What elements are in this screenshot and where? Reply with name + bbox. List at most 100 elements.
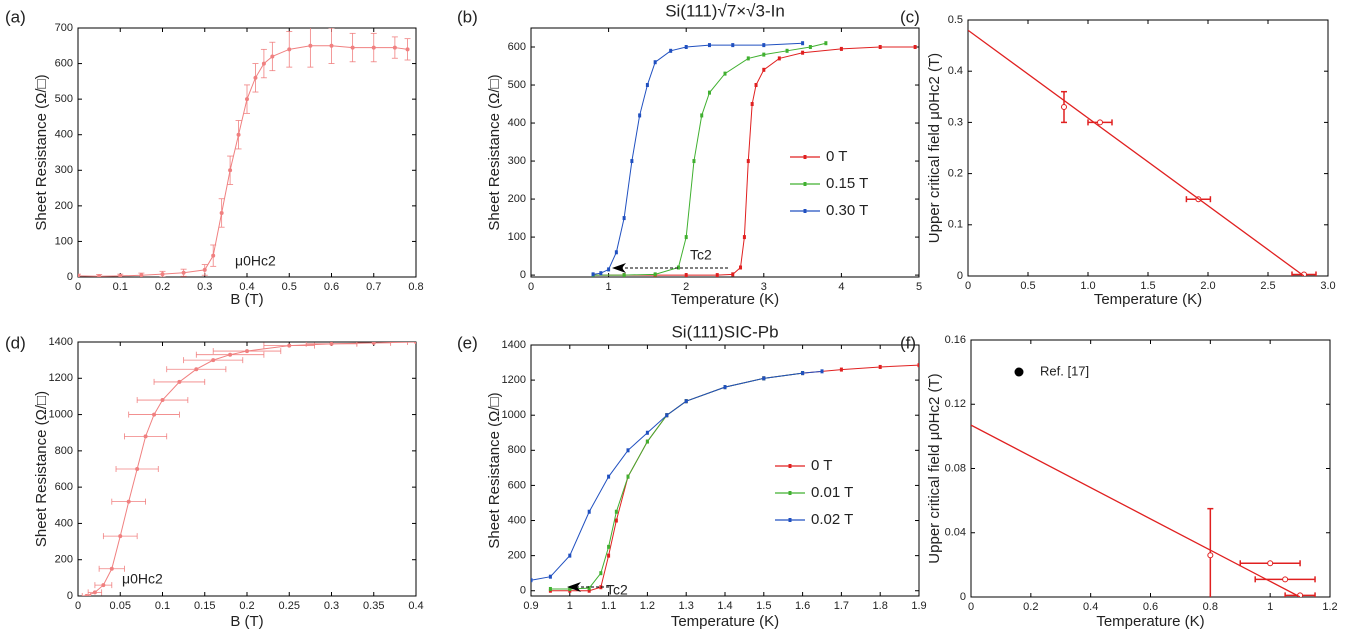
y-tick-label: 0 [957,270,963,282]
panel: (e) Si(111)SIC-Pb Temperature (K) Sheet Res… [457,322,927,629]
marker [78,273,80,277]
plot-frame [530,344,920,597]
legend-label: Ref. [17] [1040,363,1089,378]
x-tick-label: 1.3 [679,600,694,612]
marker [587,588,591,593]
marker [707,90,711,95]
y-tick-label: 0.16 [945,334,966,346]
y-tick-label: 0 [67,590,73,602]
x-tick-label: 0.2 [239,600,254,612]
legend-label: 0 T [826,148,847,165]
marker [139,273,144,277]
marker [739,265,743,270]
marker [531,578,533,583]
marker [801,50,805,55]
x-tick-label: 1.9 [911,600,926,612]
marker [731,43,735,48]
marker [839,46,843,51]
marker [599,585,603,590]
y-tick-label: 100 [55,235,73,247]
x-axis-label: Temperature (K) [671,613,779,630]
marker [801,41,805,46]
panel-label: (f) [900,333,916,352]
x-tick-label: 1.1 [601,600,616,612]
marker [653,60,657,65]
y-tick-label: 600 [508,41,526,53]
x-tick-label: 0.4 [1083,601,1098,613]
x-tick-label: 5 [916,281,922,293]
panel: (f) Temperature (K) Upper critical field μ… [900,333,1338,629]
annotation: μ0Hc2 [235,253,276,269]
marker [731,272,735,277]
marker [653,272,657,277]
y-tick-label: 600 [508,479,526,491]
series-line [593,42,826,276]
annotation: μ0Hc2 [122,571,163,587]
marker [777,56,781,61]
marker [645,430,649,435]
y-tick-label: 0.08 [945,462,966,474]
y-tick-label: 400 [55,129,73,141]
marker [839,367,843,372]
marker [622,273,626,277]
y-tick-label: 0 [520,269,526,281]
marker [645,439,649,444]
marker [824,41,828,46]
legend-marker [788,464,792,468]
marker [219,210,224,215]
arrow-head [612,263,626,273]
y-tick-label: 1400 [502,339,526,351]
marker [684,235,688,240]
marker [684,399,688,404]
arrow-head [567,582,581,592]
legend-label: 0.15 T [826,175,868,192]
y-tick-label: 1000 [49,408,73,420]
x-tick-label: 4 [838,281,844,293]
plot-area [591,41,917,277]
marker [228,352,233,357]
panel: (c) Temperature (K) Upper critical field μ… [900,7,1336,307]
marker [607,544,611,549]
marker [762,376,766,381]
x-axis-label: Temperature (K) [1096,613,1204,630]
y-tick-label: 1200 [49,372,73,384]
marker [245,349,249,354]
series-line [550,372,803,590]
plot-frame [77,27,417,278]
marker [614,518,618,523]
marker [371,342,376,345]
marker [548,574,552,579]
marker [194,367,199,372]
x-axis-label: B (T) [230,613,263,630]
panel-label: (e) [457,333,478,352]
marker [118,534,123,539]
marker [607,267,611,272]
marker [160,398,165,403]
x-tick-label: 1.5 [1140,280,1155,292]
marker [746,56,750,61]
legend-label: 0 T [811,457,832,474]
marker [715,273,719,277]
marker [1267,560,1274,567]
marker [692,159,696,164]
x-axis-label: Temperature (K) [671,291,779,308]
y-tick-label: 700 [55,22,73,34]
marker [236,132,241,137]
x-tick-label: 0 [75,600,81,612]
panel-label: (b) [457,7,478,26]
legend-marker [788,518,792,522]
marker [917,363,919,368]
plot-area [531,363,919,593]
marker [126,499,131,504]
x-tick-label: 0.5 [1020,280,1035,292]
series-line [593,46,916,276]
marker [723,71,727,76]
legend-marker [788,491,792,495]
x-tick-label: 0.3 [197,281,212,293]
legend-label: 0.01 T [811,484,853,501]
plot-area [78,28,411,277]
marker [211,358,216,363]
marker [622,216,626,221]
y-tick-label: 400 [55,517,73,529]
marker [599,271,603,276]
